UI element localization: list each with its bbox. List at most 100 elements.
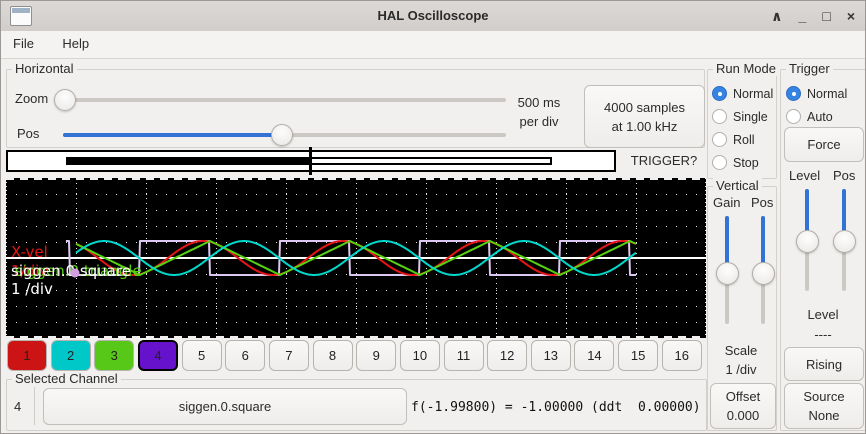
radio-option-label: Auto xyxy=(807,109,833,124)
channel-position-marker[interactable] xyxy=(70,268,80,278)
menu-bar: File Help xyxy=(1,31,865,59)
channel-button-2[interactable]: 2 xyxy=(50,340,91,371)
channel-name-button[interactable]: siggen.0.square xyxy=(43,388,407,425)
pos-slider-knob[interactable] xyxy=(271,124,293,146)
channel-button-15[interactable]: 15 xyxy=(618,340,659,371)
radio-icon[interactable] xyxy=(786,86,801,101)
radio-option-single[interactable]: Single xyxy=(712,105,773,128)
horizontal-frame: Horizontal xyxy=(6,61,705,148)
waveform-siggen-0-triangle xyxy=(75,240,637,276)
radio-option-label: Single xyxy=(733,109,768,124)
menu-help[interactable]: Help xyxy=(62,36,90,51)
channel-buttons: 1 2 3 4 5 6 7 8 9 10 11 12 13 14 15 16 xyxy=(6,340,703,371)
zoom-slider-knob[interactable] xyxy=(54,89,76,111)
channel-button-12[interactable]: 12 xyxy=(487,340,528,371)
trigger-pos-knob[interactable] xyxy=(833,230,856,253)
vertical-frame: Vertical xyxy=(707,178,777,431)
title-bar: HAL Oscilloscope ∧ _ □ × xyxy=(1,1,865,32)
trigger-position-tick xyxy=(309,147,312,175)
channel-button-10[interactable]: 10 xyxy=(399,340,440,371)
scope-channel-label: 1/div xyxy=(11,262,48,280)
scope-display[interactable]: X-vel1/divsiggen.0.trianglesiggen.0.squa… xyxy=(6,178,706,338)
trigger-pos-header: Pos xyxy=(833,168,856,183)
radio-option-roll[interactable]: Roll xyxy=(712,128,773,151)
channel-button-7[interactable]: 7 xyxy=(268,340,309,371)
vertical-scale-value: 1 /div xyxy=(725,362,757,377)
channel-button-3[interactable]: 3 xyxy=(94,340,135,371)
window-title: HAL Oscilloscope xyxy=(377,8,489,23)
sweep-rate-readout: 500 ms per div xyxy=(517,95,561,129)
trigger-level-caption: Level xyxy=(807,307,839,322)
radio-icon[interactable] xyxy=(712,155,727,170)
trigger-level-value: ---- xyxy=(814,327,832,342)
samples-button[interactable]: 4000 samples at 1.00 kHz xyxy=(584,85,705,148)
horizontal-frame-label: Horizontal xyxy=(12,61,77,76)
pos-slider-label: Pos xyxy=(17,126,40,141)
waveform-siggen-0-square xyxy=(66,240,636,276)
channel-button-16[interactable]: 16 xyxy=(661,340,702,371)
radio-icon[interactable] xyxy=(712,109,727,124)
maximize-button[interactable]: □ xyxy=(822,8,831,24)
radio-option-auto[interactable]: Auto xyxy=(786,105,847,128)
trigger-level-knob[interactable] xyxy=(796,230,819,253)
radio-option-normal[interactable]: Normal xyxy=(712,82,773,105)
radio-option-normal[interactable]: Normal xyxy=(786,82,847,105)
run-mode-frame-label: Run Mode xyxy=(713,61,779,76)
radio-icon[interactable] xyxy=(712,132,727,147)
radio-icon[interactable] xyxy=(712,86,727,101)
trigger-frame: Trigger xyxy=(780,61,865,431)
selected-channel-number: 4 xyxy=(14,399,22,414)
radio-option-label: Normal xyxy=(807,86,848,101)
vertical-offset-button[interactable]: Offset 0.000 xyxy=(710,383,776,429)
radio-option-label: Roll xyxy=(733,132,755,147)
channel-button-6[interactable]: 6 xyxy=(225,340,266,371)
minimize-button[interactable]: _ xyxy=(798,8,807,24)
trigger-source-button[interactable]: Source None xyxy=(784,383,864,429)
trigger-pos-slider[interactable] xyxy=(833,189,856,291)
vertical-frame-label: Vertical xyxy=(713,178,762,193)
menu-file[interactable]: File xyxy=(13,36,34,51)
scope-channel-label: X-vel xyxy=(11,243,48,261)
trigger-level-header: Level xyxy=(789,168,821,183)
vertical-pos-slider[interactable] xyxy=(752,216,775,324)
trigger-level-slider[interactable] xyxy=(796,189,819,291)
pos-slider-fill xyxy=(63,133,281,137)
channel-button-9[interactable]: 9 xyxy=(356,340,397,371)
vertical-pos-header: Pos xyxy=(751,195,774,210)
vertical-gain-slider[interactable] xyxy=(716,216,739,324)
trigger-mode-options: Normal Auto xyxy=(786,82,847,128)
channel-button-5[interactable]: 5 xyxy=(181,340,222,371)
selected-channel-frame-label: Selected Channel xyxy=(12,371,121,386)
channel-value-readout: f(-1.99800) = -1.00000 (ddt 0.00000) xyxy=(411,400,701,415)
selected-channel-frame: Selected Channel xyxy=(6,371,707,431)
vertical-gain-knob[interactable] xyxy=(716,262,739,285)
scope-channel-label: 1 /div xyxy=(11,280,53,298)
channel-button-11[interactable]: 11 xyxy=(443,340,484,371)
zoom-slider-label: Zoom xyxy=(15,91,49,106)
channel-button-8[interactable]: 8 xyxy=(312,340,353,371)
channel-button-13[interactable]: 13 xyxy=(530,340,571,371)
record-progress-fill xyxy=(66,157,310,165)
zoom-slider-track[interactable] xyxy=(58,98,506,102)
window-menu-icon[interactable] xyxy=(10,6,32,26)
vertical-gain-header: Gain xyxy=(713,195,741,210)
divider xyxy=(34,387,35,425)
trigger-frame-label: Trigger xyxy=(786,61,833,76)
run-mode-frame: Run Mode xyxy=(707,61,779,179)
trigger-edge-button[interactable]: Rising xyxy=(784,347,864,381)
radio-option-label: Stop xyxy=(733,155,759,170)
channel-button-14[interactable]: 14 xyxy=(574,340,615,371)
run-mode-options: Normal Single Roll Stop xyxy=(712,82,773,174)
record-pretrigger-outline xyxy=(310,157,552,165)
channel-button-1[interactable]: 1 xyxy=(7,340,47,371)
vertical-pos-knob[interactable] xyxy=(752,262,775,285)
waveform-siggen-0-sine xyxy=(75,240,637,276)
shade-button[interactable]: ∧ xyxy=(771,8,783,24)
radio-option-label: Normal xyxy=(733,86,774,101)
radio-icon[interactable] xyxy=(786,109,801,124)
close-button[interactable]: × xyxy=(846,8,855,24)
radio-option-stop[interactable]: Stop xyxy=(712,151,773,174)
channel-button-4[interactable]: 4 xyxy=(137,340,178,371)
force-trigger-button[interactable]: Force xyxy=(784,127,864,162)
